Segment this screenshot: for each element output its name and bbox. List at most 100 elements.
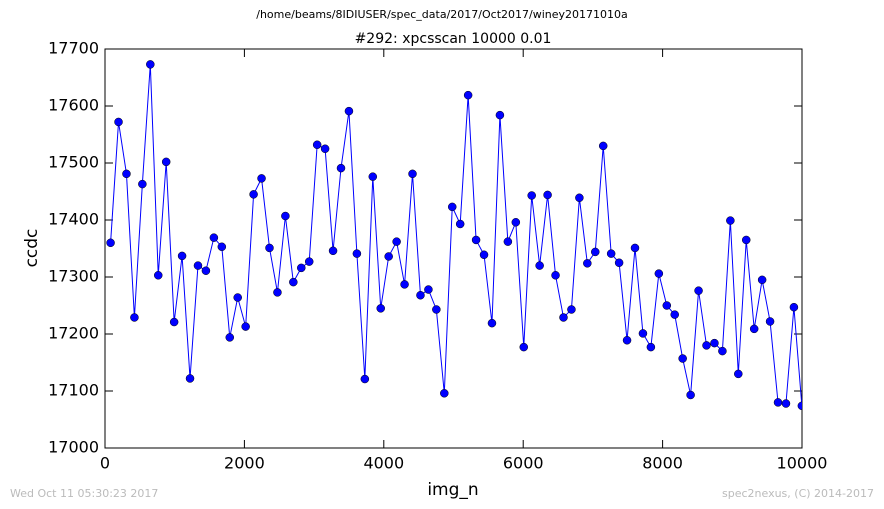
data-point — [670, 310, 679, 319]
y-tick-label: 17500 — [48, 153, 99, 172]
data-point — [686, 390, 695, 400]
y-tick-label: 17400 — [48, 210, 99, 229]
data-point — [726, 216, 735, 225]
data-point — [233, 293, 242, 302]
data-point — [638, 329, 648, 338]
data-point — [257, 174, 266, 183]
data-point — [392, 237, 401, 246]
data-point — [360, 374, 370, 384]
data-point — [114, 117, 123, 127]
data-point — [384, 252, 393, 261]
data-point — [797, 401, 802, 411]
series-line — [110, 64, 802, 406]
data-point — [598, 141, 608, 151]
data-point — [336, 163, 346, 173]
data-point — [352, 249, 362, 258]
data-point — [591, 247, 600, 257]
data-point — [630, 243, 640, 253]
data-point — [781, 399, 791, 408]
data-point — [487, 318, 497, 328]
data-point — [281, 211, 290, 221]
data-point — [138, 179, 147, 189]
data-point — [789, 302, 799, 312]
data-point — [400, 280, 409, 289]
data-point — [265, 243, 274, 253]
data-point — [289, 277, 298, 287]
data-point — [130, 313, 139, 322]
data-point — [511, 218, 521, 227]
footer-timestamp: Wed Oct 11 05:30:23 2017 — [10, 487, 158, 500]
data-point — [241, 322, 250, 331]
y-tick-label: 17000 — [48, 438, 99, 457]
x-axis-label: img_n — [427, 480, 478, 500]
data-point — [455, 219, 465, 229]
data-point — [440, 389, 449, 398]
data-point — [312, 140, 322, 150]
y-tick-label: 17200 — [48, 324, 99, 343]
data-point — [471, 235, 481, 245]
data-point — [463, 90, 473, 100]
data-point — [575, 193, 584, 203]
y-tick-label: 17700 — [48, 39, 99, 58]
plot-frame — [104, 48, 803, 449]
data-point — [297, 263, 306, 273]
data-point — [694, 286, 703, 295]
y-tick-label: 17600 — [48, 96, 99, 115]
data-point — [741, 235, 751, 245]
data-point — [559, 313, 568, 322]
suptitle: /home/beams/8IDIUSER/spec_data/2017/Oct2… — [256, 8, 628, 21]
data-point — [765, 317, 775, 326]
data-point — [320, 144, 330, 153]
data-point — [757, 275, 767, 285]
data-point — [217, 242, 227, 252]
data-point — [662, 301, 672, 310]
data-point — [432, 305, 441, 314]
data-point — [416, 290, 425, 300]
data-point — [702, 341, 711, 350]
data-point — [161, 157, 171, 167]
data-point — [304, 257, 314, 266]
data-point — [249, 190, 258, 199]
data-point — [122, 169, 131, 179]
data-point — [710, 338, 719, 348]
data-point — [479, 250, 489, 260]
data-point — [551, 271, 560, 280]
data-point — [519, 342, 529, 352]
x-tick-label: 8000 — [642, 454, 683, 473]
data-point — [169, 317, 179, 327]
data-point — [718, 346, 727, 356]
data-point — [273, 288, 282, 297]
x-tick-label: 0 — [100, 454, 110, 473]
data-point — [654, 269, 664, 278]
data-point — [503, 237, 513, 246]
data-point — [146, 60, 155, 69]
data-point — [424, 285, 433, 294]
data-point — [154, 271, 163, 280]
y-tick-label: 17100 — [48, 381, 99, 400]
data-point — [201, 266, 211, 275]
x-tick-label: 4000 — [363, 454, 404, 473]
data-point — [447, 202, 457, 212]
data-point — [749, 324, 759, 334]
data-point — [583, 259, 592, 268]
data-point — [622, 336, 632, 345]
data-point — [606, 249, 616, 258]
chart-title: #292: xpcsscan 10000 0.01 — [355, 31, 552, 47]
data-point — [185, 374, 195, 383]
data-point — [527, 191, 536, 200]
data-point — [535, 261, 544, 270]
data-point — [209, 233, 219, 242]
data-point — [543, 190, 552, 200]
data-point — [376, 304, 385, 313]
data-point — [344, 106, 354, 116]
data-point — [368, 172, 378, 181]
data-point — [614, 258, 624, 267]
data-point — [225, 333, 235, 342]
x-tick-label: 2000 — [224, 454, 265, 473]
data-point — [328, 246, 338, 256]
data-point — [646, 342, 656, 352]
data-point — [495, 110, 505, 120]
data-point — [734, 369, 743, 379]
data-point — [106, 238, 115, 248]
